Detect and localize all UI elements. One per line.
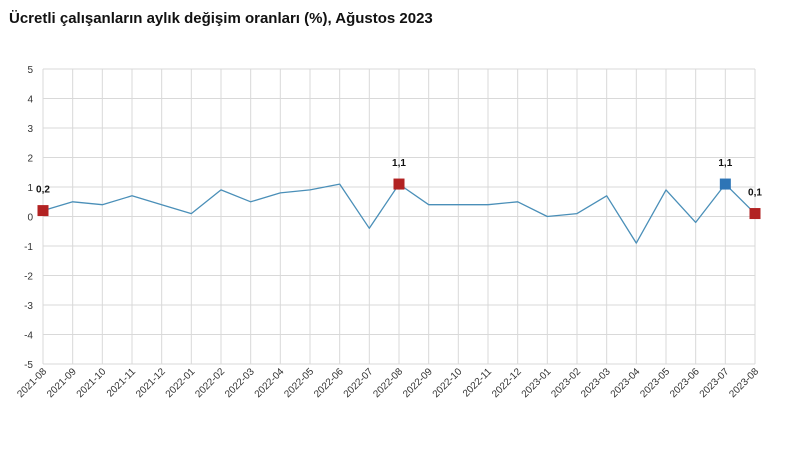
y-tick-label: 2: [27, 154, 33, 165]
y-tick-label: 3: [27, 124, 33, 135]
y-tick-label: -1: [24, 242, 33, 253]
x-tick-label: 2022-10: [431, 366, 465, 400]
x-tick-label: 2021-09: [45, 366, 79, 400]
x-tick-label: 2022-05: [282, 366, 316, 400]
y-tick-label: 0: [27, 213, 33, 224]
y-tick-label: -2: [24, 272, 33, 283]
grid-lines: [42, 68, 756, 365]
x-tick-label: 2022-03: [223, 366, 257, 400]
x-tick-label: 2021-08: [15, 366, 49, 400]
data-label: 0,2: [36, 185, 50, 196]
x-tick-label: 2022-07: [342, 366, 376, 400]
data-point-marker: [749, 208, 761, 220]
data-point-marker: [37, 205, 49, 217]
data-point-marker: [393, 178, 405, 190]
x-axis-ticks: 2021-082021-092021-102021-112021-122022-…: [15, 366, 761, 400]
y-tick-label: 4: [27, 95, 33, 106]
data-label: 1,1: [718, 158, 732, 169]
x-tick-label: 2023-04: [609, 366, 643, 400]
x-tick-label: 2023-03: [579, 366, 613, 400]
x-tick-label: 2022-01: [164, 366, 198, 400]
data-point-marker: [719, 178, 731, 190]
data-label: 1,1: [392, 158, 406, 169]
x-tick-label: 2023-08: [727, 366, 761, 400]
x-tick-label: 2023-05: [638, 366, 672, 400]
y-tick-label: -3: [24, 301, 33, 312]
y-tick-label: 1: [27, 183, 33, 194]
y-tick-label: -5: [24, 360, 33, 371]
x-tick-label: 2023-07: [698, 366, 732, 400]
x-tick-label: 2022-04: [253, 366, 287, 400]
x-tick-label: 2023-01: [520, 366, 554, 400]
data-label: 0,1: [748, 188, 762, 199]
x-tick-label: 2022-08: [371, 366, 405, 400]
x-tick-label: 2022-09: [401, 366, 435, 400]
chart-title: Ücretli çalışanların aylık değişim oranl…: [9, 10, 433, 27]
highlight-markers: 0,2 1,1 1,1 0,1: [36, 158, 762, 220]
x-tick-label: 2022-11: [461, 366, 495, 400]
x-tick-label: 2022-02: [193, 366, 227, 400]
x-tick-label: 2021-10: [75, 366, 109, 400]
x-tick-label: 2022-06: [312, 366, 346, 400]
x-tick-label: 2021-11: [105, 366, 139, 400]
x-tick-label: 2023-02: [549, 366, 583, 400]
y-tick-label: -4: [24, 331, 33, 342]
y-tick-label: 5: [27, 65, 33, 76]
x-tick-label: 2021-12: [134, 366, 168, 400]
x-tick-label: 2023-06: [668, 366, 702, 400]
x-tick-label: 2022-12: [490, 366, 524, 400]
y-axis-ticks: 5 4 3 2 1 0 -1 -2 -3 -4 -5: [24, 65, 33, 371]
